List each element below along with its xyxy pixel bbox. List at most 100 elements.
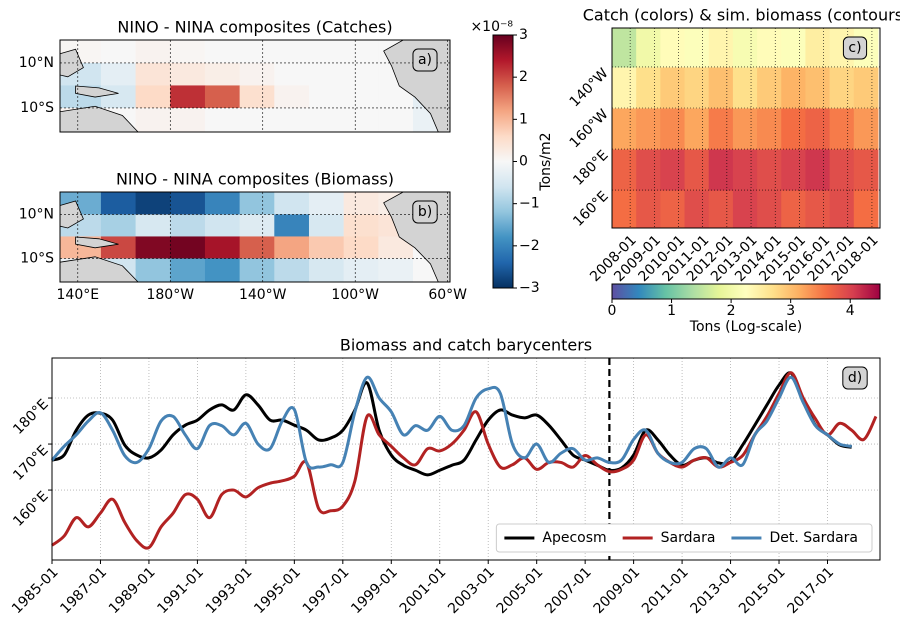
panel-label-text: d) (848, 370, 862, 386)
heat-cell (708, 149, 734, 191)
panel-label-box (842, 366, 868, 390)
heat-cell (612, 66, 637, 109)
map-cell (308, 62, 345, 86)
map-cell (170, 192, 206, 215)
map-cell (135, 192, 171, 215)
map-cell (135, 214, 171, 237)
heat-cell (612, 28, 637, 68)
heat-cell (853, 108, 879, 150)
x-tick-label: 1989-01 (106, 564, 159, 617)
heat-cell (853, 190, 879, 229)
map-cell (239, 236, 275, 259)
panel-label-text: b) (418, 204, 432, 220)
x-tick-label: 2017-01 (784, 564, 837, 617)
heat-cell (829, 66, 855, 109)
legend-label: Apecosm (542, 530, 606, 546)
y-tick-label: 10°N (19, 55, 54, 71)
heat-cell (781, 149, 806, 191)
map-cell (274, 62, 310, 86)
map-cell (343, 236, 379, 259)
x-tick-label: 2005-01 (494, 564, 547, 617)
land (75, 236, 119, 249)
heat-cell (684, 108, 710, 150)
panel-label-box (842, 36, 868, 60)
heat-cell (829, 108, 855, 150)
chart-title: NINO - NINA composites (Biomass) (116, 170, 394, 189)
map-cell (343, 62, 379, 86)
x-tick-label: 1987-01 (57, 564, 110, 617)
panel-label-box (412, 48, 438, 72)
map-cell (100, 40, 137, 64)
colorbar-tick-label: 1 (519, 111, 528, 127)
x-tick-label: 1985-01 (9, 564, 62, 617)
y-tick-label: 10°S (20, 250, 54, 266)
map-cell (239, 107, 275, 133)
map-cell (343, 107, 379, 133)
legend: Apecosm Sardara Det. Sardara (495, 523, 873, 553)
map-cell (100, 192, 137, 215)
heat-cell (805, 66, 831, 109)
colorbar-tick-label: 2 (519, 69, 528, 85)
map-cell (170, 258, 206, 283)
y-tick-label: 170°E (10, 442, 51, 483)
heat-cell (732, 28, 758, 68)
x-tick-label: 2015-01 (736, 564, 789, 617)
heat-cell (636, 108, 661, 150)
colorbar-scale: ×10⁻⁸ (470, 19, 513, 35)
map-cell (100, 62, 137, 86)
x-tick-label: 180°W (146, 287, 194, 303)
heat-cell (757, 108, 782, 150)
legend-box (495, 523, 873, 553)
heat-cell (732, 190, 758, 229)
map-cell (274, 258, 310, 283)
heat-cell (732, 108, 758, 150)
map-cell (135, 236, 171, 259)
map-cell (378, 85, 414, 109)
map-cell (170, 40, 206, 64)
heat-cell (636, 149, 661, 191)
map-cell (343, 214, 379, 237)
colorbar-label: Tons/m2 (538, 132, 554, 191)
heat-cell (853, 66, 879, 109)
chart-title: Biomass and catch barycenters (340, 336, 592, 355)
map-cell (100, 236, 137, 259)
heat-cell (805, 149, 831, 191)
colorbar-tick-label: 2 (727, 303, 736, 319)
map-cell (135, 107, 171, 133)
map-cell (204, 236, 241, 259)
y-tick-label: 180°E (570, 147, 611, 188)
colorbar (611, 283, 881, 300)
legend-label: Sardara (661, 530, 716, 546)
x-tick-label: 2013-01 (688, 564, 741, 617)
heat-cell (781, 108, 806, 150)
map-cell (239, 85, 275, 109)
colorbar-tick-label: −1 (519, 196, 540, 212)
x-tick-label: 1991-01 (154, 564, 207, 617)
heat-cell (684, 66, 710, 109)
heat-cell (829, 149, 855, 191)
map-cell (274, 236, 310, 259)
heat-cell (612, 149, 637, 191)
heat-cell (732, 66, 758, 109)
map-cell (239, 214, 275, 237)
map-cell (135, 85, 171, 109)
map-cell (204, 107, 241, 133)
colorbar-tick-label: 1 (667, 303, 676, 319)
map-cell (239, 40, 275, 64)
panel-label-text: a) (418, 52, 432, 68)
map-cell (100, 214, 137, 237)
map-cell (308, 214, 345, 237)
colorbar-tick-label: 4 (846, 303, 855, 319)
heat-cell (781, 190, 806, 229)
map-cell (274, 214, 310, 237)
heat-cell (829, 190, 855, 229)
x-tick-label: 2001-01 (397, 564, 450, 617)
y-tick-label: 140°W (567, 65, 612, 110)
heat-cell (708, 190, 734, 229)
map-cell (170, 236, 206, 259)
heat-cell (757, 190, 782, 229)
map-cell (308, 236, 345, 259)
panel-label: b) (412, 200, 438, 224)
map-cell (204, 258, 241, 283)
